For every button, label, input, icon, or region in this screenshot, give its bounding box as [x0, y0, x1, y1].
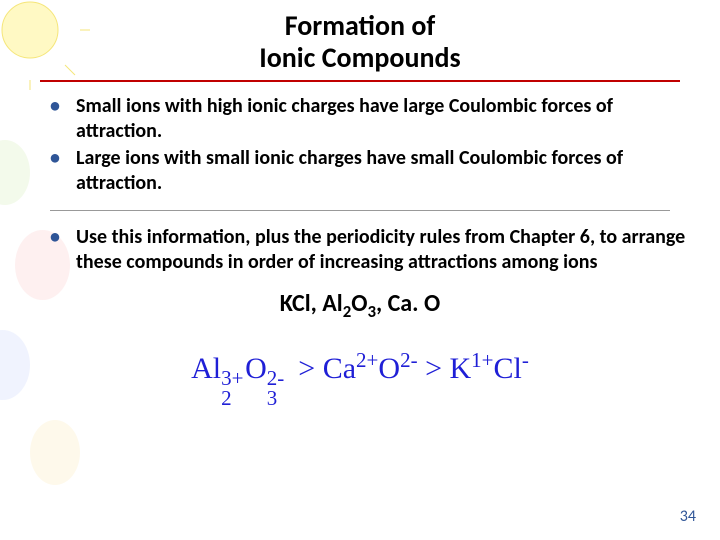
- balloon-icon: [30, 420, 80, 485]
- title-underline: [40, 80, 680, 82]
- title-line-2: Ionic Compounds: [30, 42, 690, 74]
- bullet-list-bottom: Use this information, plus the periodici…: [30, 225, 690, 275]
- title-line-1: Formation of: [30, 10, 690, 42]
- bullet-list-top: Small ions with high ionic charges have …: [30, 94, 690, 196]
- bullet-item: Small ions with high ionic charges have …: [50, 94, 690, 144]
- compounds-line: KCl, Al2O3, Ca. O: [30, 289, 690, 322]
- slide-title: Formation of Ionic Compounds: [30, 10, 690, 74]
- formula-inequality: Al3+2O2-3 > Ca2+O2- > K1+Cl-: [30, 348, 690, 386]
- page-number: 34: [680, 507, 696, 526]
- bullet-item: Use this information, plus the periodici…: [50, 225, 690, 275]
- bullet-item: Large ions with small ionic charges have…: [50, 146, 690, 196]
- divider: [50, 210, 670, 211]
